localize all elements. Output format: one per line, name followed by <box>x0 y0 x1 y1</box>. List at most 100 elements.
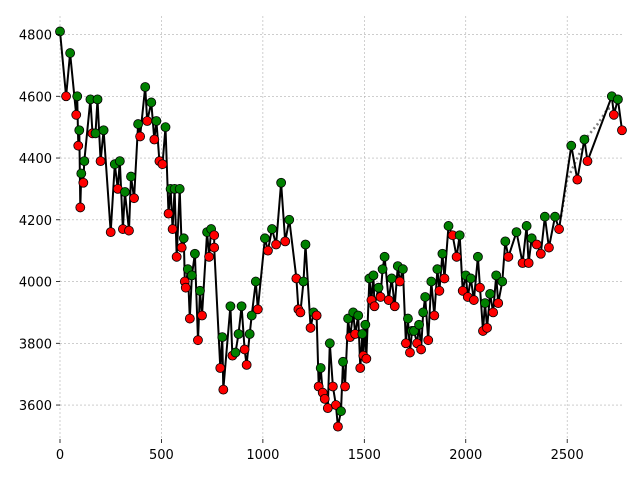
low-point <box>218 384 229 395</box>
low-point <box>361 353 372 364</box>
high-point <box>146 97 157 108</box>
high-point <box>178 233 189 244</box>
x-tick-label: 2500 <box>551 448 584 463</box>
low-point <box>468 295 479 305</box>
high-point <box>420 292 431 302</box>
low-point <box>503 251 514 262</box>
x-tick-label: 1500 <box>348 448 381 463</box>
high-point <box>190 248 200 259</box>
low-point <box>61 91 71 102</box>
high-point <box>186 270 197 281</box>
high-point <box>500 236 511 247</box>
low-point <box>209 242 220 253</box>
low-point <box>124 225 134 236</box>
low-point <box>482 322 492 333</box>
high-point <box>426 276 437 287</box>
high-point <box>373 282 384 293</box>
low-point <box>319 393 330 404</box>
low-point <box>429 310 440 321</box>
high-point <box>72 91 83 102</box>
high-point <box>276 177 287 188</box>
high-point <box>114 156 125 167</box>
low-point <box>157 159 168 170</box>
low-point <box>572 174 583 185</box>
low-point <box>401 338 411 349</box>
low-point <box>439 273 450 284</box>
high-point <box>377 264 388 275</box>
high-point <box>174 184 185 194</box>
low-point <box>180 282 191 293</box>
high-point <box>126 171 136 182</box>
y-tick-label: 4200 <box>19 214 52 229</box>
x-tick-label: 0 <box>56 448 64 463</box>
low-point <box>209 230 220 241</box>
high-point <box>521 221 532 231</box>
low-point <box>171 251 182 262</box>
low-point <box>488 307 499 318</box>
low-point <box>554 224 564 234</box>
low-point <box>389 301 400 312</box>
low-point <box>383 295 394 305</box>
low-point <box>608 109 619 120</box>
low-point <box>305 322 316 333</box>
high-point <box>539 211 550 222</box>
low-point <box>327 381 338 392</box>
high-point <box>140 82 151 92</box>
high-point <box>79 156 90 167</box>
high-point <box>480 298 490 309</box>
low-point <box>263 245 273 256</box>
high-point <box>566 140 577 151</box>
low-point <box>369 301 380 312</box>
high-point <box>92 94 103 105</box>
high-point <box>485 288 496 299</box>
y-tick-label: 4600 <box>19 90 52 105</box>
low-point <box>617 125 627 136</box>
low-point <box>523 258 534 268</box>
low-point <box>239 344 250 355</box>
low-point <box>163 208 174 219</box>
axes: 0 500 1000 1500 2000 2500 3600 3800 4000 4200 4400… <box>19 29 584 463</box>
high-point <box>403 313 413 324</box>
low-point <box>416 344 427 355</box>
high-point <box>315 363 326 373</box>
low-point <box>167 224 178 234</box>
low-point <box>75 202 86 213</box>
low-point <box>215 363 226 373</box>
high-point <box>90 128 101 139</box>
high-point <box>360 319 371 330</box>
low-point <box>451 251 462 262</box>
high-point <box>353 310 364 321</box>
high-point <box>550 211 560 222</box>
low-point <box>375 292 386 302</box>
low-point <box>493 298 504 309</box>
x-tick-label: 500 <box>149 448 174 463</box>
high-point <box>386 273 397 284</box>
low-point <box>197 310 207 321</box>
high-point <box>284 214 295 225</box>
low-point <box>535 248 546 259</box>
low-point <box>333 421 343 432</box>
x-tick-label: 1000 <box>246 448 279 463</box>
high-point <box>497 276 508 287</box>
y-tick-label: 4400 <box>19 152 52 167</box>
high-point <box>233 329 244 339</box>
high-point <box>336 406 346 417</box>
low-point <box>271 239 281 250</box>
low-point <box>105 227 116 238</box>
high-point <box>397 264 408 275</box>
low-point <box>322 403 333 414</box>
low-point <box>434 285 445 296</box>
low-point <box>95 156 106 167</box>
y-tick-label: 4000 <box>19 276 52 291</box>
low-point <box>149 134 160 145</box>
high-point <box>443 221 454 231</box>
high-point <box>74 125 85 136</box>
low-point <box>280 236 291 247</box>
high-point <box>491 270 502 281</box>
high-point <box>250 276 261 287</box>
low-point <box>142 116 153 126</box>
low-point <box>73 140 84 151</box>
low-point <box>355 363 366 373</box>
high-point <box>160 122 171 133</box>
high-point <box>98 125 109 136</box>
